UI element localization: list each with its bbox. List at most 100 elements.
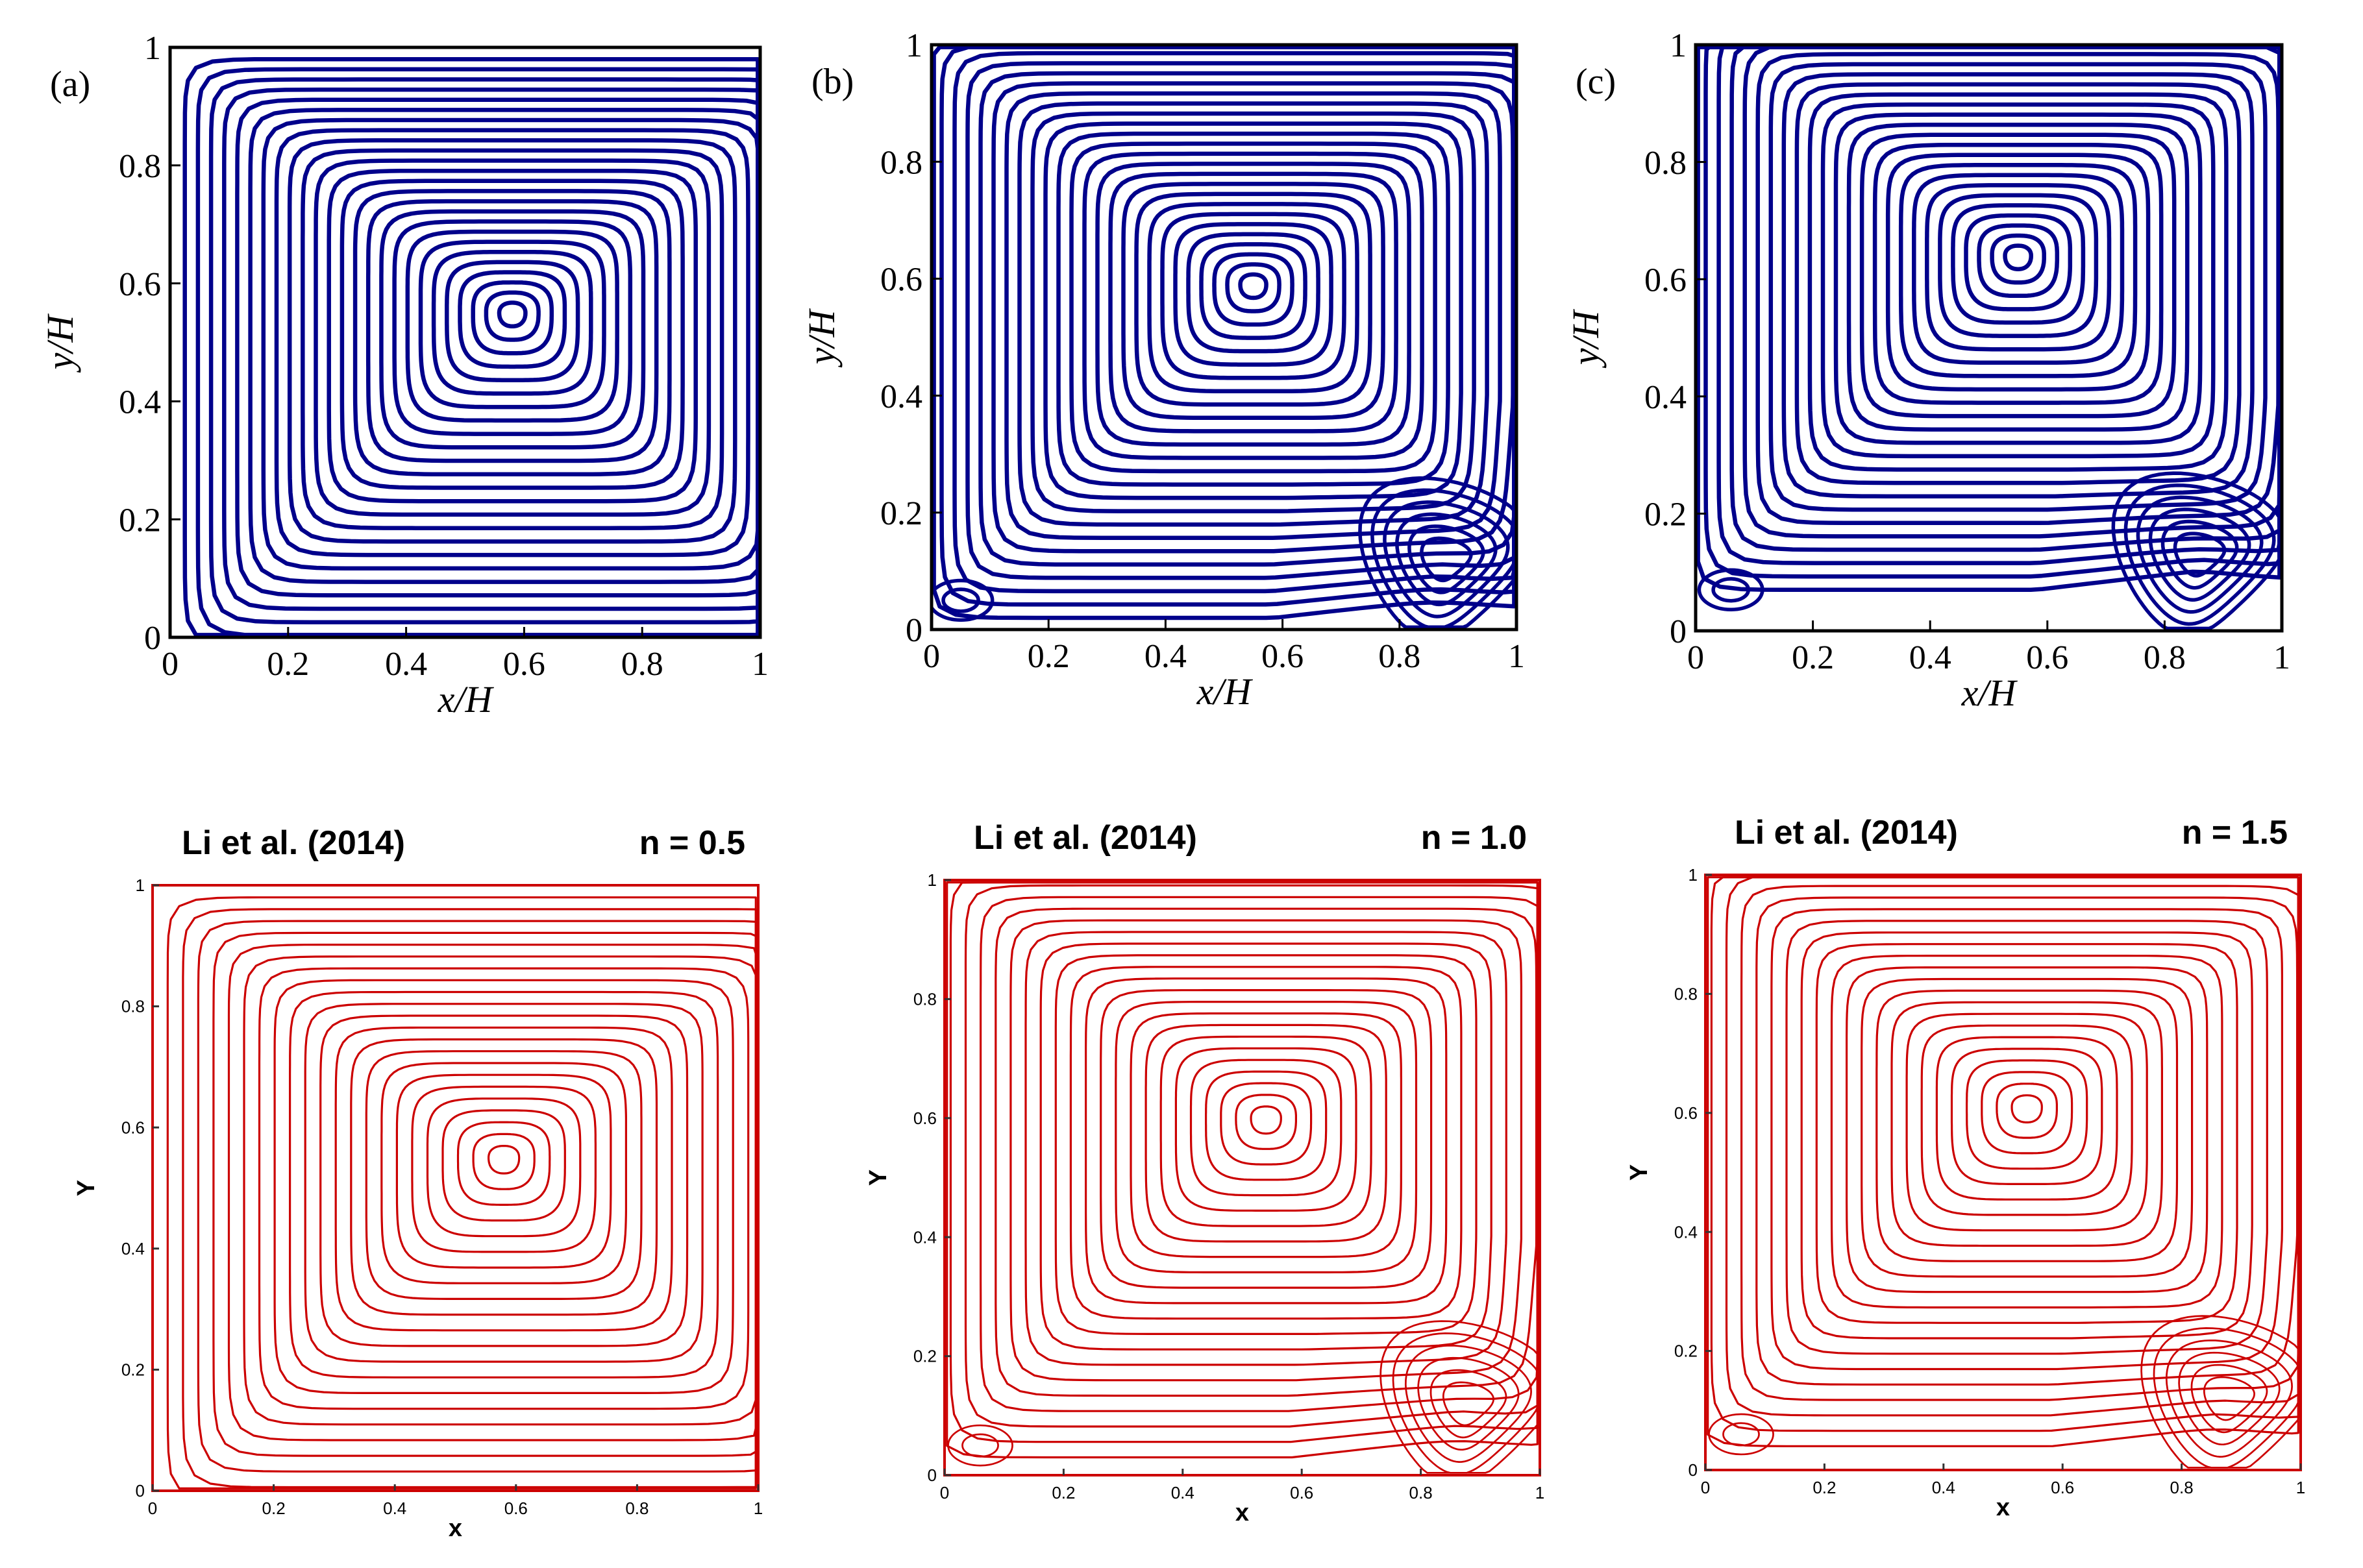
- x-tick-label: 0.6: [2051, 1478, 2074, 1497]
- streamline: [1696, 45, 2282, 593]
- streamline: [497, 300, 528, 329]
- secondary-vortex-bottom-right: [2140, 1315, 2299, 1469]
- y-tick-label: 0.4: [880, 378, 922, 415]
- streamline: [1039, 942, 1492, 1351]
- streamline: [319, 1014, 689, 1347]
- streamline: [2140, 1315, 2299, 1469]
- streamline: [932, 45, 1516, 620]
- streamline: [1173, 222, 1333, 367]
- x-tick-label: 0.8: [1409, 1483, 1433, 1502]
- x-tick-label: 0.8: [2170, 1478, 2194, 1497]
- panel-annotation: n = 1.0: [1421, 819, 1527, 857]
- streamline: [2010, 1094, 2043, 1123]
- y-tick-label: 1: [906, 27, 922, 64]
- streamline: [243, 955, 757, 1426]
- streamline: [1807, 92, 2229, 472]
- streamline: [1875, 989, 2179, 1262]
- y-tick-label: 0.4: [121, 1239, 145, 1258]
- panel-3: 0 0.2 0.4 0.6 0.8 1 0 0.2 0.4 0.6 0.8 1 x/H y/H (c): [1565, 27, 2290, 714]
- panel-label: (b): [811, 62, 854, 102]
- y-tick-label: 0.8: [1644, 145, 1687, 182]
- streamline: [441, 1109, 566, 1222]
- panel-5: 0 0.2 0.4 0.6 0.8 1 0 0.2 0.4 0.6 0.8 1 x Y Li et al. …: [865, 819, 1544, 1526]
- streamline: [1189, 1059, 1342, 1197]
- x-tick-label: 0.4: [1171, 1483, 1194, 1502]
- x-tick-label: 0: [923, 638, 940, 675]
- y-axis-label: Y: [73, 1180, 100, 1196]
- streamline: [1144, 1023, 1387, 1243]
- streamline: [1912, 173, 2125, 365]
- x-tick-label: 1: [754, 1499, 763, 1518]
- streamline: [1392, 1332, 1539, 1474]
- panel-2: 0 0.2 0.4 0.6 0.8 1 0 0.2 0.4 0.6 0.8 1 x/H y/H (b): [800, 27, 1525, 713]
- streamline: [261, 117, 760, 571]
- x-tick-label: 0.2: [1028, 638, 1070, 675]
- y-axis-label: y/H: [39, 313, 81, 373]
- x-tick-label: 0.6: [503, 646, 545, 683]
- streamlines: [1696, 45, 2282, 631]
- y-tick-label: 0.2: [1674, 1341, 1698, 1361]
- streamline: [1395, 512, 1498, 607]
- streamline: [1205, 1070, 1328, 1181]
- x-tick-label: 0.4: [1144, 638, 1187, 675]
- streamline: [431, 249, 593, 396]
- streamline: [1905, 1012, 2148, 1232]
- panel-title: Li et al. (2014): [974, 819, 1197, 857]
- streamline: [1358, 476, 1516, 630]
- y-axis-label: Y: [1626, 1164, 1653, 1181]
- streamline: [1707, 876, 2299, 1447]
- streamline: [1977, 223, 2060, 299]
- streamline: [166, 896, 757, 1489]
- streamline: [2111, 471, 2282, 631]
- streamline: [1861, 977, 2194, 1278]
- streamline: [426, 1097, 582, 1238]
- streamlines: [1707, 876, 2299, 1469]
- plot-frame: [930, 43, 1518, 631]
- streamline: [1159, 1035, 1372, 1227]
- y-tick-label: 0: [144, 620, 161, 657]
- x-axis-label: x: [449, 1515, 462, 1542]
- x-tick-label: 0.6: [504, 1499, 528, 1518]
- streamlines: [932, 45, 1516, 630]
- x-axis-label: x/H: [1961, 672, 2018, 714]
- streamline: [1250, 1105, 1282, 1135]
- x-tick-label: 0: [148, 1499, 157, 1518]
- streamline: [418, 239, 606, 410]
- x-tick-label: 0.2: [1052, 1483, 1075, 1502]
- streamlines: [166, 896, 757, 1489]
- streamline: [1220, 1082, 1313, 1166]
- streamline: [1859, 132, 2177, 419]
- streamline: [458, 270, 567, 369]
- secondary-vortex-bottom-left: [1697, 568, 1764, 612]
- secondary-vortex-bottom-left: [947, 1424, 1013, 1467]
- streamline: [1925, 183, 2112, 352]
- y-tick-label: 0.6: [119, 266, 161, 303]
- streamline: [1820, 102, 2216, 459]
- streamline: [405, 229, 619, 423]
- streamline: [1770, 908, 2283, 1371]
- streamline: [1755, 896, 2299, 1386]
- streamline: [1885, 153, 2151, 392]
- streamline: [2123, 484, 2276, 626]
- streamline: [227, 944, 757, 1441]
- streamline: [1235, 1094, 1297, 1150]
- y-tick-label: 0: [906, 612, 922, 649]
- streamline: [304, 1003, 704, 1363]
- streamlines: [946, 881, 1539, 1474]
- streamline: [1030, 111, 1476, 513]
- streamline: [1420, 536, 1473, 583]
- streamline: [1130, 1012, 1402, 1258]
- streamline: [1920, 1024, 2133, 1216]
- secondary-vortex-bottom-right: [2111, 471, 2282, 631]
- streamline: [1768, 62, 2268, 512]
- panel-1: 0 0.2 0.4 0.6 0.8 1 0 0.2 0.4 0.6 0.8 1 x/H y/H (a): [39, 30, 769, 720]
- y-tick-label: 0: [1689, 1460, 1698, 1480]
- y-tick-label: 0.8: [119, 148, 161, 185]
- streamline: [287, 138, 737, 544]
- streamline: [327, 168, 698, 504]
- panel-title: Li et al. (2014): [1735, 814, 1958, 851]
- streamline: [1890, 1001, 2163, 1247]
- y-tick-label: 0.6: [1674, 1103, 1698, 1123]
- streamline: [1951, 203, 2086, 325]
- streamline: [947, 1424, 1013, 1467]
